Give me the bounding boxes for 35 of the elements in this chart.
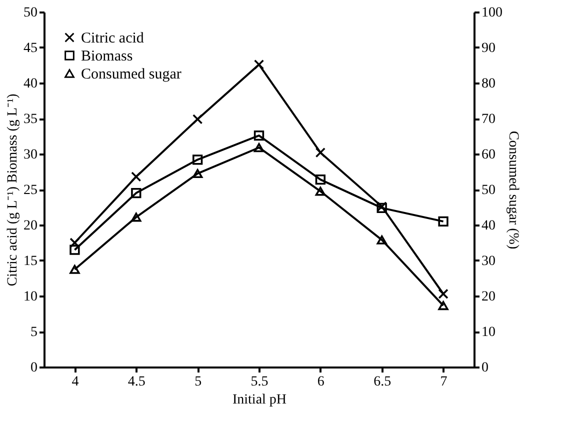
y2-tick-label: 80: [482, 76, 496, 92]
y2-tick-label: 70: [482, 112, 496, 127]
y2-tick-label: 10: [482, 325, 496, 340]
y-tick-label: 5: [30, 325, 38, 340]
x-tick-label: 4.5: [128, 374, 146, 390]
legend-label: Biomass: [81, 48, 133, 64]
y-axis-title: Citric acid (g L⁻¹) Biomass (g L⁻¹): [6, 93, 20, 286]
x-tick-label: 6.5: [374, 374, 392, 390]
y2-tick-label: 20: [482, 290, 496, 304]
y2-tick-label: 100: [482, 6, 502, 20]
y-tick-label: 50: [24, 6, 38, 20]
y-tick-label: 30: [24, 148, 38, 162]
y2-axis-title: Consumed sugar (%): [506, 130, 520, 250]
x-tick-label: 5.5: [250, 374, 268, 390]
y2-tick-label: 50: [482, 183, 496, 198]
y2-tick-label: 0: [482, 360, 488, 376]
y-tick-label: 40: [24, 76, 38, 92]
y2-tick-label: 60: [482, 148, 496, 162]
legend-label: Citric acid: [81, 30, 144, 46]
x-axis-title: Initial pH: [232, 392, 287, 408]
x-tick-label: 7: [440, 374, 448, 390]
y-tick-label: 25: [24, 183, 38, 198]
y-tick-label: 10: [24, 290, 38, 304]
y-tick-label: 20: [24, 218, 38, 234]
y-tick-label: 15: [24, 254, 38, 269]
y-tick-label: 0: [30, 360, 38, 376]
y2-tick-label: 90: [482, 41, 496, 56]
x-tick-label: 5: [194, 374, 202, 390]
y2-tick-label: 30: [482, 254, 496, 269]
y2-tick-label: 40: [482, 218, 496, 234]
y-tick-label: 35: [24, 112, 38, 127]
legend-label: Consumed sugar: [81, 66, 182, 82]
x-tick-label: 4: [72, 374, 79, 390]
y-tick-label: 45: [24, 41, 38, 56]
x-tick-label: 6: [317, 374, 324, 390]
